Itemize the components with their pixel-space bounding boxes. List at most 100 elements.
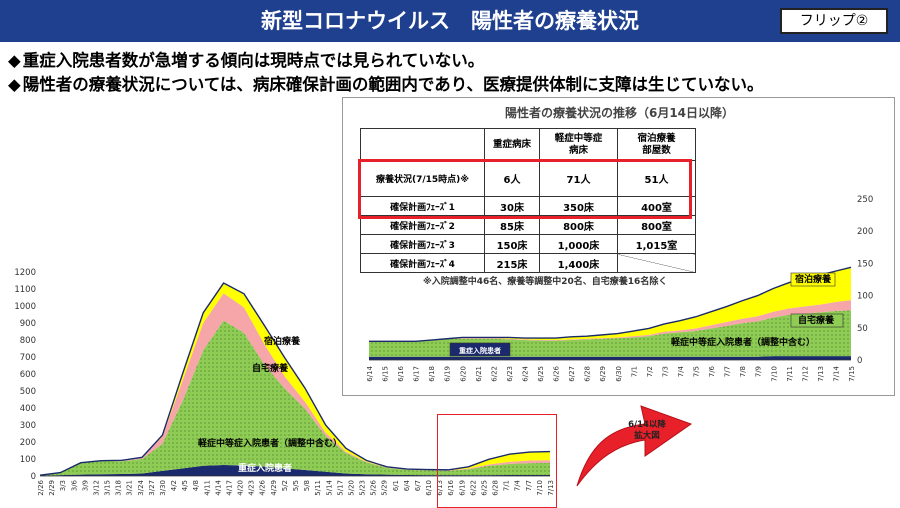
phase-table: 重症病床 軽症中等症 病床 宿泊療養 部屋数 療養状況(7/15時点)※ 6人 … bbox=[360, 128, 696, 273]
x-tick-label: 6/19 bbox=[444, 366, 452, 382]
x-tick-label: 5/8 bbox=[303, 480, 311, 491]
arrow-label-1: 6/14以降 bbox=[628, 419, 666, 430]
x-tick-label: 7/10 bbox=[536, 480, 544, 496]
y-tick-label: 150 bbox=[857, 259, 873, 269]
x-tick-label: 6/4 bbox=[403, 479, 411, 491]
series-label-box bbox=[790, 272, 836, 287]
x-tick-label: 4/26 bbox=[259, 479, 267, 495]
x-tick-label: 7/2 bbox=[646, 366, 654, 377]
x-tick-label: 3/3 bbox=[59, 480, 67, 491]
y-tick-label: 1100 bbox=[14, 285, 36, 295]
x-tick-label: 7/4 bbox=[677, 365, 685, 377]
y-tick-label: 0 bbox=[31, 472, 36, 482]
x-tick-label: 5/26 bbox=[370, 479, 378, 495]
x-tick-label: 6/16 bbox=[447, 479, 455, 495]
x-tick-label: 7/11 bbox=[786, 366, 794, 382]
inset-panel: 陽性者の療養状況の推移（6月14日以降） 重症病床 軽症中等症 病床 宿泊療養 … bbox=[342, 97, 895, 396]
series-label: 自宅療養 bbox=[798, 314, 835, 326]
y-tick-label: 600 bbox=[20, 370, 36, 380]
series-label: 軽症中等症入院患者（調整中含む） bbox=[198, 437, 342, 449]
y-tick-label: 100 bbox=[857, 292, 873, 302]
area-series bbox=[369, 267, 851, 342]
x-tick-label: 7/3 bbox=[661, 366, 669, 377]
x-tick-label: 6/1 bbox=[392, 480, 400, 491]
series-label-box bbox=[790, 313, 844, 328]
series-label: 重症入院患者 bbox=[459, 346, 501, 355]
bullet-text: 重症入院患者数が急増する傾向は現時点では見られていない。 bbox=[22, 51, 485, 70]
table-cell: 1,400床 bbox=[539, 253, 618, 273]
x-tick-label: 5/23 bbox=[359, 480, 367, 496]
x-tick-label: 6/13 bbox=[436, 480, 444, 496]
x-tick-label: 6/30 bbox=[615, 366, 623, 382]
x-tick-label: 7/10 bbox=[770, 366, 778, 382]
x-tick-label: 3/30 bbox=[159, 480, 167, 496]
x-tick-label: 4/29 bbox=[270, 480, 278, 496]
x-tick-label: 7/4 bbox=[514, 479, 522, 491]
x-tick-label: 6/18 bbox=[428, 366, 436, 382]
table-row: 確保計画ﾌｪｰｽﾞ4 215床 1,400床 bbox=[360, 253, 696, 273]
diamond-icon: ◆ bbox=[8, 75, 21, 94]
x-tick-label: 3/15 bbox=[104, 480, 112, 496]
area-series bbox=[40, 464, 550, 476]
x-tick-label: 7/14 bbox=[832, 365, 840, 381]
x-tick-label: 4/5 bbox=[181, 480, 189, 491]
x-tick-label: 6/26 bbox=[553, 365, 561, 381]
y-tick-label: 300 bbox=[20, 421, 36, 431]
x-tick-label: 7/5 bbox=[693, 366, 701, 377]
x-tick-label: 3/21 bbox=[126, 480, 134, 496]
table-cell-empty-slashed bbox=[617, 253, 696, 273]
y-tick-label: 1000 bbox=[14, 302, 36, 312]
x-tick-label: 4/11 bbox=[203, 480, 211, 496]
x-tick-label: 4/2 bbox=[170, 480, 178, 491]
arrow-shape bbox=[576, 405, 693, 487]
bullet-1: ◆ 重症入院患者数が急増する傾向は現時点では見られていない。 bbox=[8, 47, 484, 71]
x-tick-label: 7/13 bbox=[547, 480, 555, 496]
x-tick-label: 6/7 bbox=[414, 480, 422, 491]
x-tick-label: 4/14 bbox=[214, 479, 222, 495]
x-tick-label: 6/22 bbox=[490, 366, 498, 382]
y-tick-label: 50 bbox=[857, 324, 868, 334]
table-row: 確保計画ﾌｪｰｽﾞ2 85床 800床 800室 bbox=[360, 215, 696, 235]
inset-chart: 0 50 100 150 200 250 6/14 6/15 6/16 6/17 6/18 6/19… bbox=[366, 195, 873, 382]
table-header: 宿泊療養 部屋数 bbox=[617, 128, 696, 161]
y-tick-label: 800 bbox=[20, 336, 36, 346]
x-tick-label: 7/6 bbox=[708, 365, 716, 377]
x-tick-label: 5/2 bbox=[281, 480, 289, 491]
table-cell: 400室 bbox=[617, 196, 696, 216]
y-tick-label: 1200 bbox=[14, 268, 36, 278]
x-tick-label: 4/8 bbox=[192, 480, 200, 491]
inset-title: 陽性者の療養状況の推移（6月14日以降） bbox=[504, 106, 735, 120]
table-row: 確保計画ﾌｪｰｽﾞ1 30床 350床 400室 bbox=[360, 196, 696, 216]
series-label: 軽症中等症入院患者（調整中含む） bbox=[671, 336, 815, 348]
expand-arrow: 6/14以降 拡大図 bbox=[576, 405, 693, 487]
bullet-text: 陽性者の療養状況については、病床確保計画の範囲内であり、医療提供体制に支障は生じ… bbox=[22, 75, 764, 94]
x-tick-label: 4/23 bbox=[248, 480, 256, 496]
x-tick-label: 3/18 bbox=[115, 480, 123, 496]
current-status-highlight bbox=[358, 159, 692, 219]
x-tick-label: 7/13 bbox=[817, 366, 825, 382]
area-series bbox=[369, 356, 851, 360]
y-tick-label: 250 bbox=[857, 195, 873, 205]
x-tick-label: 6/15 bbox=[382, 366, 390, 382]
table-cell: 215床 bbox=[484, 253, 540, 273]
x-tick-label: 5/17 bbox=[336, 480, 344, 496]
y-tick-label: 200 bbox=[857, 227, 873, 237]
y-tick-label: 500 bbox=[20, 387, 36, 397]
area-outline bbox=[369, 266, 852, 343]
x-tick-label: 6/19 bbox=[458, 480, 466, 496]
series-label: 自宅療養 bbox=[252, 362, 289, 374]
x-tick-label: 3/24 bbox=[137, 479, 145, 495]
main-chart: 0 100 200 300 400 500 600 700 800 900 1000 1100 1200… bbox=[14, 268, 555, 496]
x-tick-label: 7/7 bbox=[724, 366, 732, 377]
y-tick-label: 700 bbox=[20, 353, 36, 363]
x-tick-label: 6/25 bbox=[480, 480, 488, 496]
x-tick-label: 7/15 bbox=[848, 366, 856, 382]
series-label: 重症入院患者 bbox=[238, 462, 292, 474]
y-tick-label: 200 bbox=[20, 438, 36, 448]
x-tick-label: 6/29 bbox=[599, 366, 607, 382]
x-tick-label: 4/17 bbox=[225, 480, 233, 496]
area-series bbox=[40, 293, 550, 476]
x-tick-label: 3/27 bbox=[148, 480, 156, 496]
y-tick-label: 400 bbox=[20, 404, 36, 414]
x-tick-label: 4/20 bbox=[237, 480, 245, 496]
